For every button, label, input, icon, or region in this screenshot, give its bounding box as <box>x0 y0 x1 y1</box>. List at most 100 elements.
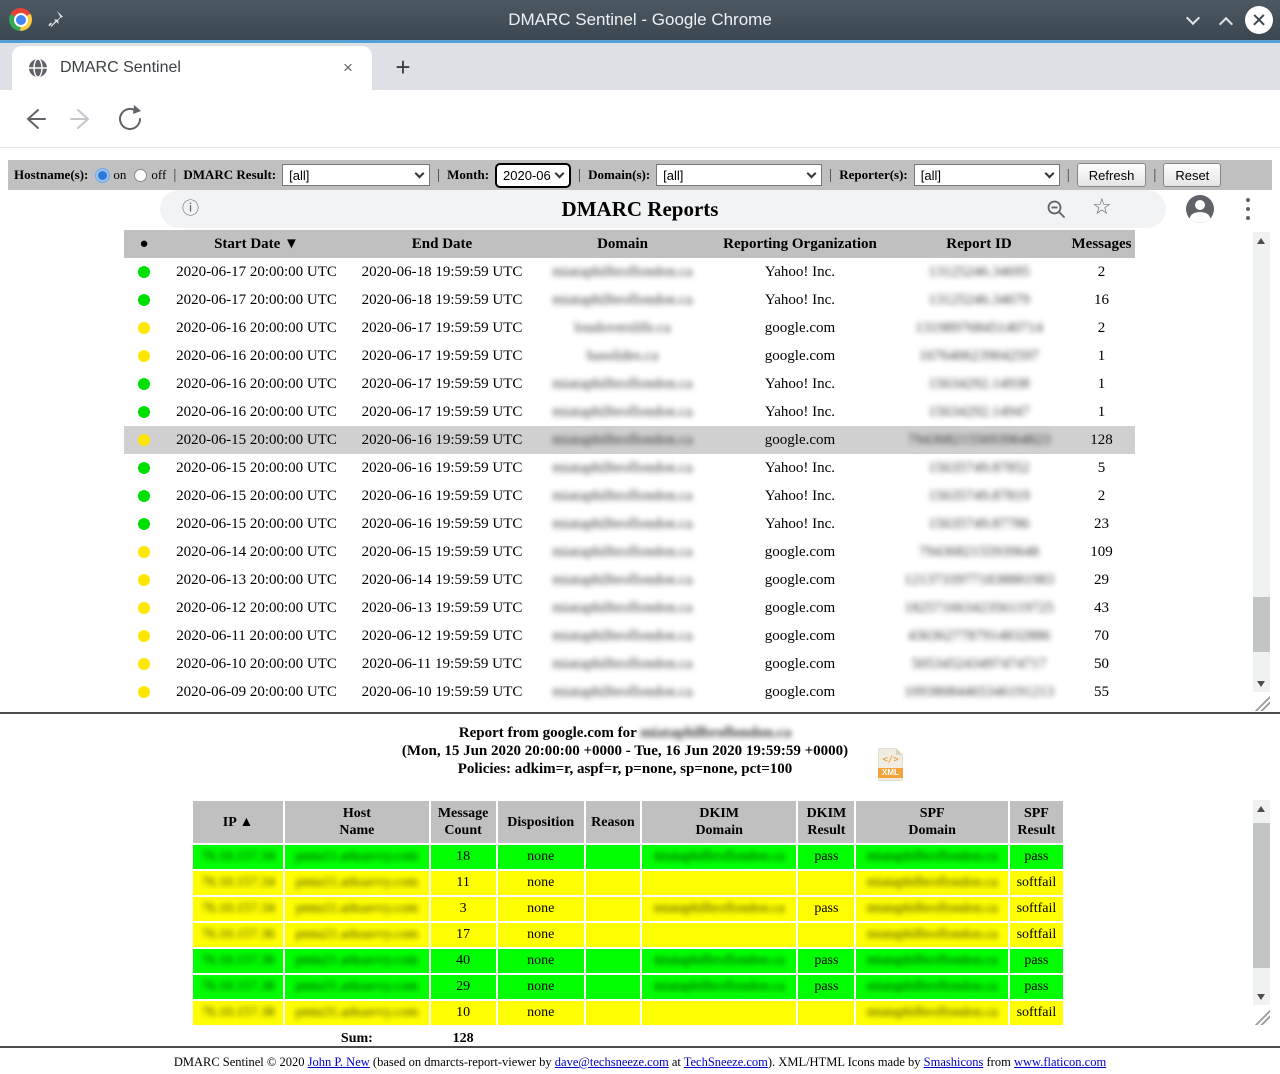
detail-dkim-domain: miataphilbroflondon.ca <box>642 897 796 921</box>
resize-grip-icon[interactable] <box>1253 1008 1270 1025</box>
window-close-button[interactable] <box>1245 6 1273 34</box>
report-id: 18257166342356119725 <box>890 594 1068 622</box>
detail-column-header[interactable]: IP ▲ <box>193 801 283 843</box>
footer-link[interactable]: Smashicons <box>924 1055 984 1069</box>
footer-link[interactable]: John P. New <box>308 1055 370 1069</box>
detail-column-header[interactable]: Message Count <box>431 801 496 843</box>
scrollbar-thumb[interactable] <box>1253 823 1270 968</box>
filter-bar: Hostname(s): on off | DMARC Result: [all… <box>8 160 1272 190</box>
reports-column-header[interactable]: End Date <box>349 230 535 258</box>
reports-column-header[interactable]: Report ID <box>890 230 1068 258</box>
footer-link[interactable]: dave@techsneeze.com <box>555 1055 669 1069</box>
tab-close-icon[interactable]: × <box>338 58 358 78</box>
report-id: 15635749.87852 <box>890 454 1068 482</box>
xml-file-icon[interactable]: </> XML <box>878 748 903 781</box>
report-row[interactable]: 2020-06-09 20:00:00 UTC2020-06-10 19:59:… <box>124 678 1135 706</box>
report-row[interactable]: 2020-06-17 20:00:00 UTC2020-06-18 19:59:… <box>124 286 1135 314</box>
new-tab-button[interactable]: + <box>388 53 418 83</box>
hostname-off-radio[interactable] <box>134 169 147 182</box>
reports-column-header[interactable]: Start Date ▼ <box>164 230 349 258</box>
domain-filter-label: Domain(s): <box>588 167 650 183</box>
month-select[interactable]: 2020-06 <box>495 163 571 188</box>
report-row[interactable]: 2020-06-12 20:00:00 UTC2020-06-13 19:59:… <box>124 594 1135 622</box>
report-row[interactable]: 2020-06-16 20:00:00 UTC2020-06-17 19:59:… <box>124 370 1135 398</box>
window-maximize-button[interactable] <box>1214 8 1240 34</box>
reset-button[interactable]: Reset <box>1163 163 1221 187</box>
detail-column-header[interactable]: Host Name <box>285 801 428 843</box>
reports-column-header[interactable]: ● <box>124 230 164 258</box>
report-org: Yahoo! Inc. <box>710 398 890 426</box>
main-scrollbar[interactable] <box>1253 232 1270 692</box>
dmarc-result-select[interactable]: [all] <box>282 164 430 186</box>
domain-select[interactable]: [all] <box>656 164 822 186</box>
report-domain: miataphilbroflondon.ca <box>535 594 710 622</box>
report-row[interactable]: 2020-06-10 20:00:00 UTC2020-06-11 19:59:… <box>124 650 1135 678</box>
scrollbar-up-arrow[interactable] <box>1253 800 1270 817</box>
reports-column-header[interactable]: Domain <box>535 230 710 258</box>
reporter-filter-label: Reporter(s): <box>839 167 908 183</box>
report-messages: 2 <box>1068 314 1135 342</box>
window-minimize-button[interactable] <box>1181 8 1207 34</box>
report-messages: 1 <box>1068 370 1135 398</box>
scrollbar-down-arrow[interactable] <box>1253 988 1270 1005</box>
detail-column-header[interactable]: SPF Result <box>1010 801 1063 843</box>
report-id: 15634292.14938 <box>890 370 1068 398</box>
status-dot-cell <box>124 286 164 314</box>
report-row[interactable]: 2020-06-16 20:00:00 UTC2020-06-17 19:59:… <box>124 314 1135 342</box>
report-id: 15635749.87819 <box>890 482 1068 510</box>
reports-column-header[interactable]: Reporting Organization <box>710 230 890 258</box>
detail-host: pmta11.arksavvy.com <box>285 897 428 921</box>
detail-column-header[interactable]: DKIM Result <box>798 801 854 843</box>
detail-column-header[interactable]: DKIM Domain <box>642 801 796 843</box>
scrollbar-thumb[interactable] <box>1253 597 1270 652</box>
report-row[interactable]: 2020-06-15 20:00:00 UTC2020-06-16 19:59:… <box>124 454 1135 482</box>
report-domain: basslides.ca <box>535 342 710 370</box>
detail-scrollbar[interactable] <box>1253 800 1270 1005</box>
window-title: DMARC Sentinel - Google Chrome <box>0 0 1280 40</box>
report-row[interactable]: 2020-06-16 20:00:00 UTC2020-06-17 19:59:… <box>124 398 1135 426</box>
resize-grip-icon[interactable] <box>1253 694 1270 711</box>
report-row[interactable]: 2020-06-15 20:00:00 UTC2020-06-16 19:59:… <box>124 426 1135 454</box>
footer-link[interactable]: www.flaticon.com <box>1014 1055 1106 1069</box>
detail-column-header[interactable]: Disposition <box>498 801 584 843</box>
detail-reason <box>586 845 640 869</box>
footer-link[interactable]: TechSneeze.com <box>684 1055 768 1069</box>
status-dot-yellow <box>138 686 150 698</box>
report-row[interactable]: 2020-06-15 20:00:00 UTC2020-06-16 19:59:… <box>124 510 1135 538</box>
month-label: Month: <box>447 167 489 183</box>
report-org: google.com <box>710 314 890 342</box>
forward-icon[interactable] <box>66 103 98 135</box>
detail-column-header[interactable]: SPF Domain <box>856 801 1007 843</box>
status-dot-cell <box>124 342 164 370</box>
reports-column-header[interactable]: Messages <box>1068 230 1135 258</box>
report-start-date: 2020-06-13 20:00:00 UTC <box>164 566 349 594</box>
detail-reason <box>586 871 640 895</box>
detail-dkim-result: pass <box>798 897 854 921</box>
hostname-on-radio[interactable] <box>96 169 109 182</box>
detail-column-header[interactable]: Reason <box>586 801 640 843</box>
report-org: google.com <box>710 594 890 622</box>
back-icon[interactable] <box>18 103 50 135</box>
refresh-button[interactable]: Refresh <box>1077 163 1147 187</box>
status-dot-green <box>138 266 150 278</box>
report-domain: miataphilbroflondon.ca <box>535 650 710 678</box>
report-row[interactable]: 2020-06-11 20:00:00 UTC2020-06-12 19:59:… <box>124 622 1135 650</box>
reload-icon[interactable] <box>114 103 146 135</box>
report-messages: 29 <box>1068 566 1135 594</box>
reporter-select[interactable]: [all] <box>914 164 1060 186</box>
scrollbar-up-arrow[interactable] <box>1253 232 1270 249</box>
detail-dkim-result: pass <box>798 949 854 973</box>
report-end-date: 2020-06-13 19:59:59 UTC <box>349 594 535 622</box>
report-start-date: 2020-06-15 20:00:00 UTC <box>164 482 349 510</box>
scrollbar-down-arrow[interactable] <box>1253 675 1270 692</box>
report-row[interactable]: 2020-06-17 20:00:00 UTC2020-06-18 19:59:… <box>124 258 1135 286</box>
detail-spf-result: pass <box>1010 845 1063 869</box>
report-id: 12137339771838881983 <box>890 566 1068 594</box>
report-row[interactable]: 2020-06-15 20:00:00 UTC2020-06-16 19:59:… <box>124 482 1135 510</box>
report-row[interactable]: 2020-06-13 20:00:00 UTC2020-06-14 19:59:… <box>124 566 1135 594</box>
report-id: 15635749.87786 <box>890 510 1068 538</box>
report-end-date: 2020-06-16 19:59:59 UTC <box>349 454 535 482</box>
browser-tab[interactable]: DMARC Sentinel × <box>12 46 372 90</box>
report-row[interactable]: 2020-06-16 20:00:00 UTC2020-06-17 19:59:… <box>124 342 1135 370</box>
report-row[interactable]: 2020-06-14 20:00:00 UTC2020-06-15 19:59:… <box>124 538 1135 566</box>
